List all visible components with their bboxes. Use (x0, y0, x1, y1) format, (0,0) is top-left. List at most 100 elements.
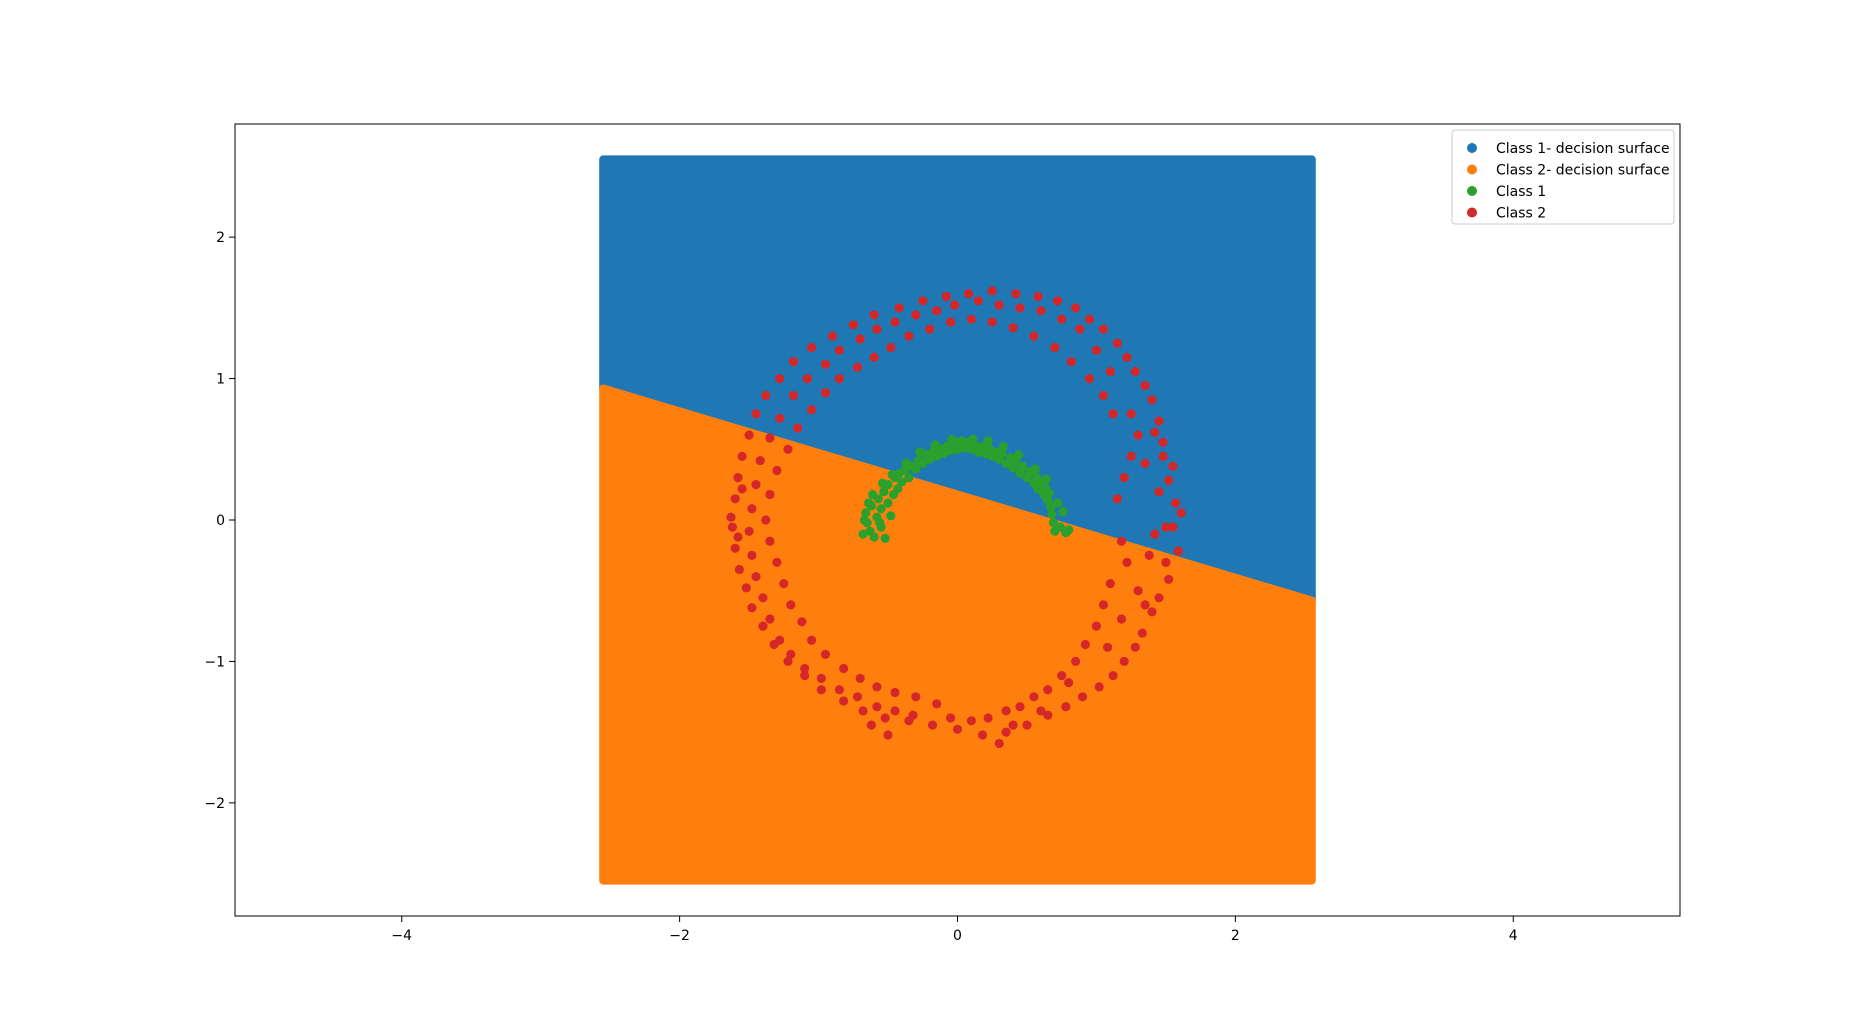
data-point (998, 441, 1009, 452)
data-point (747, 504, 757, 514)
legend-label: Class 2 (1496, 206, 1546, 222)
data-point (1071, 656, 1081, 667)
data-point (1147, 607, 1157, 617)
data-point (1064, 678, 1074, 688)
data-point (744, 430, 754, 440)
legend-label: Class 1 (1496, 184, 1546, 200)
data-point (1022, 720, 1032, 730)
data-point (855, 673, 865, 684)
data-point (1008, 720, 1018, 730)
y-tick-label: −2 (204, 796, 225, 812)
data-point (1161, 522, 1171, 532)
data-point (737, 451, 747, 461)
data-point (1126, 451, 1136, 461)
data-point (839, 696, 849, 706)
data-point (834, 345, 845, 355)
data-point (1014, 450, 1024, 460)
data-point (897, 477, 907, 487)
data-point (775, 413, 785, 423)
data-point (1161, 557, 1171, 568)
data-point (788, 390, 799, 401)
data-point (775, 635, 785, 645)
legend-marker (1467, 164, 1477, 175)
data-point (1018, 461, 1028, 471)
x-tick-label: −2 (669, 928, 690, 944)
data-point (1046, 502, 1056, 512)
data-point (800, 671, 810, 681)
data-point (1133, 430, 1143, 440)
y-tick-label: 0 (216, 513, 225, 529)
data-point (932, 306, 942, 316)
data-point (779, 579, 789, 589)
data-point (918, 458, 928, 468)
data-point (1158, 451, 1168, 461)
data-point (793, 423, 803, 433)
data-point (939, 448, 949, 459)
data-point (1077, 692, 1088, 702)
data-point (1084, 374, 1095, 384)
data-point (925, 454, 935, 464)
data-point (1168, 461, 1178, 471)
data-point (1050, 342, 1060, 353)
data-point (1150, 427, 1160, 437)
data-point (783, 444, 793, 454)
data-point (1098, 600, 1108, 610)
data-point (952, 724, 963, 734)
data-point (727, 522, 738, 532)
data-point (1108, 671, 1118, 681)
data-point (1071, 303, 1081, 313)
data-point (1126, 409, 1136, 419)
data-point (887, 470, 897, 480)
legend-box (1451, 129, 1675, 225)
data-point (783, 656, 793, 667)
y-tick-label: 2 (216, 230, 225, 246)
data-point (908, 710, 918, 720)
data-point (983, 713, 993, 723)
data-point (1154, 593, 1164, 603)
data-point (1130, 366, 1140, 377)
data-point (1043, 685, 1053, 695)
data-point (966, 716, 977, 726)
data-point (858, 706, 868, 716)
data-point (786, 600, 796, 610)
data-point (1171, 498, 1181, 508)
data-point (1122, 557, 1132, 568)
data-point (733, 532, 743, 542)
data-point (1015, 468, 1025, 478)
data-point (886, 342, 896, 353)
data-point (1029, 331, 1039, 341)
data-point (1137, 628, 1147, 638)
data-point (1158, 437, 1168, 447)
data-point (751, 480, 761, 490)
data-point (994, 300, 1004, 310)
data-point (880, 533, 890, 544)
data-point (807, 635, 817, 645)
data-point (747, 603, 757, 613)
data-point (751, 409, 761, 419)
data-point (1075, 324, 1085, 334)
data-point (872, 324, 882, 334)
data-point (755, 456, 765, 466)
data-point (1001, 706, 1011, 716)
data-point (1043, 495, 1053, 505)
data-point (893, 484, 903, 494)
data-point (807, 342, 817, 353)
data-point (925, 324, 935, 334)
data-point (872, 682, 882, 692)
data-point (816, 673, 826, 684)
data-point (820, 359, 831, 369)
data-point (1173, 546, 1183, 556)
data-point (1150, 529, 1160, 539)
data-point (807, 405, 817, 415)
data-point (950, 300, 960, 310)
data-point (880, 713, 890, 723)
data-point (886, 511, 896, 521)
data-point (1084, 314, 1095, 324)
data-point (966, 314, 977, 324)
data-point (761, 390, 771, 401)
data-point (737, 484, 747, 494)
data-point (788, 357, 799, 367)
data-point (877, 478, 888, 488)
data-point (765, 614, 775, 624)
data-point (904, 331, 914, 341)
